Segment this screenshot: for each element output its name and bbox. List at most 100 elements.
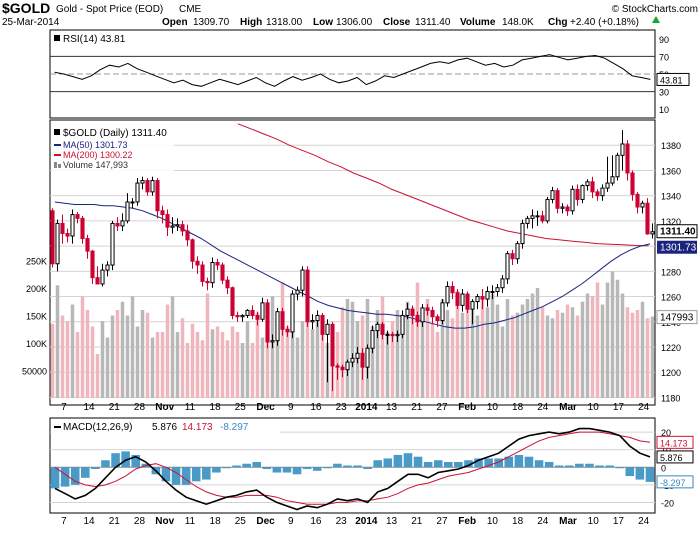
candle-body bbox=[250, 309, 255, 316]
macd-histogram-bar bbox=[70, 467, 80, 485]
candle-body bbox=[195, 260, 200, 266]
macd-histogram-bar bbox=[645, 467, 655, 482]
candle-body bbox=[575, 188, 580, 200]
macd-histogram-bar bbox=[363, 467, 372, 470]
volume-bar bbox=[345, 299, 350, 398]
x-tick-label: Feb bbox=[458, 402, 476, 413]
candle-body bbox=[580, 185, 585, 200]
candle-body bbox=[305, 269, 310, 323]
macd-histogram-bar bbox=[181, 467, 191, 485]
volume-bar bbox=[510, 315, 515, 398]
candle-body bbox=[300, 269, 305, 291]
up-triangle-icon bbox=[652, 16, 660, 23]
volume-bar bbox=[385, 332, 390, 398]
macd-histogram-bar bbox=[585, 463, 594, 468]
volume-bar bbox=[390, 321, 395, 398]
volume-bar bbox=[490, 293, 495, 398]
volume-tick-label: 150K bbox=[26, 312, 47, 322]
rsi-tick-label: 10 bbox=[659, 105, 669, 115]
macd-hist-tag-box bbox=[656, 475, 694, 489]
volume-bar bbox=[505, 299, 510, 398]
macd-hist-tag-label: -8.297 bbox=[660, 478, 686, 488]
x-tick-label: 21 bbox=[109, 516, 121, 527]
x-tick-label: 28 bbox=[134, 516, 146, 527]
volume-bar bbox=[520, 304, 525, 398]
volume-bar bbox=[265, 326, 270, 398]
volume-bar bbox=[540, 307, 545, 398]
high-value: 1318.00 bbox=[266, 17, 303, 28]
macd-histogram-bar bbox=[81, 467, 90, 478]
volume-tick-label: 50000 bbox=[22, 367, 47, 377]
macd-histogram-bar bbox=[373, 460, 382, 468]
macd-histogram-bar bbox=[524, 456, 534, 468]
rsi-tag-label: 43.81 bbox=[660, 75, 683, 85]
volume-bar bbox=[80, 296, 85, 398]
candle-body bbox=[400, 314, 405, 335]
x-tick-label: 16 bbox=[310, 516, 322, 527]
candle-body bbox=[50, 210, 55, 265]
volume-bar bbox=[515, 312, 520, 398]
volume-legend: Volume 147,993 bbox=[63, 160, 128, 170]
volume-bar bbox=[425, 299, 430, 398]
volume-tick-label: 100K bbox=[26, 339, 47, 349]
candle-body bbox=[260, 302, 265, 320]
volume-legend-swatch-b bbox=[58, 164, 61, 168]
x-tick-label: 11 bbox=[185, 516, 196, 527]
candle-body bbox=[125, 201, 130, 222]
macd-frame bbox=[49, 417, 656, 514]
volume-bar bbox=[125, 315, 130, 398]
macd-histogram-bar bbox=[171, 467, 181, 485]
volume-bar bbox=[615, 279, 620, 398]
volume-bar bbox=[525, 299, 530, 398]
x-tick-label: 10 bbox=[588, 402, 600, 413]
x-tick-label: 18 bbox=[210, 516, 222, 527]
x-tick-label: 10 bbox=[588, 516, 600, 527]
candle-body bbox=[310, 320, 315, 323]
rsi-value-tag: 43.81 bbox=[656, 72, 690, 86]
price-tags: 1311.40 1301.73 147993 bbox=[656, 224, 698, 325]
volume-bar bbox=[535, 288, 540, 398]
volume-bar bbox=[430, 323, 435, 398]
macd-histogram-bar bbox=[202, 467, 211, 480]
candle-body bbox=[375, 323, 380, 332]
candle-body bbox=[255, 314, 260, 320]
x-tick-label: 7 bbox=[61, 516, 67, 527]
macd-histogram-bar bbox=[565, 465, 574, 468]
ma50-legend: MA(50) 1301.73 bbox=[63, 140, 128, 150]
candle-body bbox=[550, 190, 555, 200]
ohlc-summary: Open 1309.70 High 1318.00 Low 1306.00 Cl… bbox=[162, 16, 660, 28]
price-tick-label: 1340 bbox=[661, 192, 681, 202]
x-tick-label: 9 bbox=[288, 516, 294, 527]
x-tick-label: 25 bbox=[235, 516, 247, 527]
x-tick-label: 14 bbox=[84, 516, 96, 527]
candle-body bbox=[395, 333, 400, 337]
candle-body bbox=[170, 225, 175, 228]
x-tick-label: Mar bbox=[559, 516, 577, 527]
price-tick-label: 1360 bbox=[661, 166, 681, 176]
macd-legend-value: 5.876 bbox=[152, 422, 177, 433]
volume-bar bbox=[115, 310, 120, 398]
volume-bar bbox=[375, 310, 380, 398]
volume-bar bbox=[550, 318, 555, 398]
macd-signal-tag-label: 14.173 bbox=[660, 438, 688, 448]
volume-bar bbox=[560, 312, 565, 398]
macd-histogram-bar bbox=[484, 458, 493, 468]
macd-histogram bbox=[50, 451, 655, 489]
macd-histogram-bar bbox=[262, 467, 272, 470]
x-tick-label: Nov bbox=[155, 402, 174, 413]
macd-value-tag-box bbox=[656, 450, 694, 464]
macd-histogram-bar bbox=[212, 467, 221, 473]
volume-bar bbox=[610, 271, 615, 398]
x-tick-label: 13 bbox=[386, 516, 398, 527]
candle-body bbox=[85, 238, 90, 252]
candle-body bbox=[545, 198, 550, 222]
x-tick-label: Nov bbox=[155, 516, 174, 527]
x-tick-label: 25 bbox=[235, 402, 247, 413]
macd-histogram-bar bbox=[504, 456, 514, 468]
candle-body bbox=[460, 293, 465, 306]
volume-bar bbox=[455, 290, 460, 398]
macd-histogram-bar bbox=[615, 467, 624, 469]
header-exchange: CME bbox=[179, 4, 202, 15]
macd-histogram-bar bbox=[605, 465, 614, 468]
